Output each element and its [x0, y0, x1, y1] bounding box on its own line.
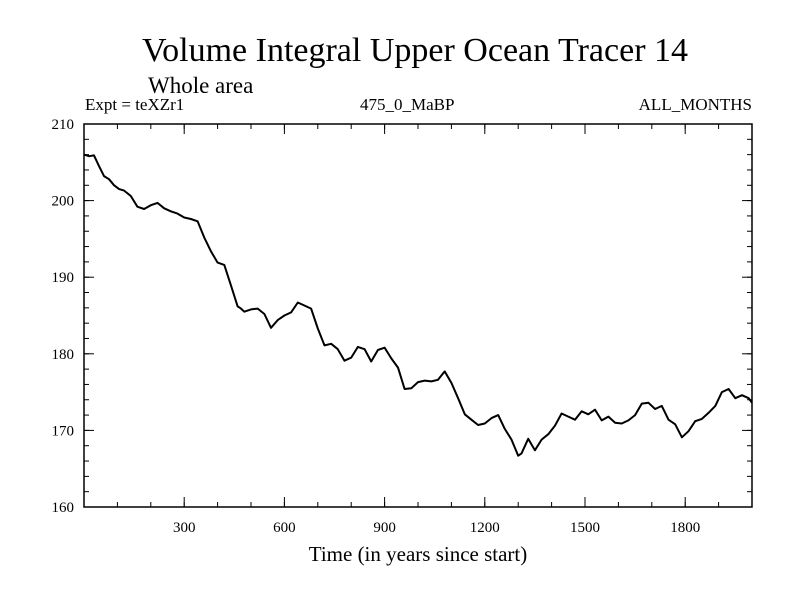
- plot-frame: [83, 123, 753, 508]
- data-line-tracer14: [83, 153, 753, 457]
- y-tick-label: 160: [52, 500, 75, 516]
- x-tick-label: 600: [273, 520, 296, 536]
- y-tick-label: 210: [52, 117, 75, 133]
- x-tick-label: 1500: [570, 520, 600, 536]
- y-tick-label: 200: [52, 194, 75, 210]
- y-tick-label: 170: [52, 423, 75, 439]
- expt-label: Expt = teXZr1: [85, 95, 184, 114]
- y-tick-label: 190: [52, 270, 75, 286]
- chart-title: Volume Integral Upper Ocean Tracer 14: [142, 32, 688, 69]
- x-tick-label: 1200: [470, 520, 500, 536]
- axis-ticks: [84, 123, 752, 508]
- x-tick-label: 300: [173, 520, 196, 536]
- chart-subtitle: Whole area: [148, 73, 253, 98]
- y-tick-label: 180: [52, 347, 75, 363]
- x-tick-label: 900: [373, 520, 396, 536]
- tick-labels: 300 600 900 1200 1500 1800 160 170 180 190 200 210: [52, 117, 701, 536]
- x-tick-label: 1800: [670, 520, 700, 536]
- center-label: 475_0_MaBP: [360, 95, 454, 114]
- x-axis-label: Time (in years since start): [309, 542, 528, 566]
- right-label: ALL_MONTHS: [639, 95, 752, 114]
